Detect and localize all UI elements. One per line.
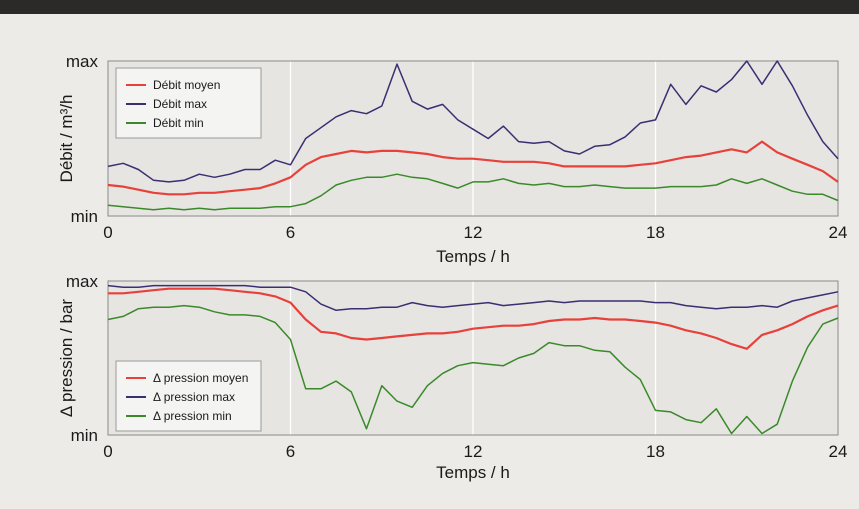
legend-label: Δ pression max <box>153 390 235 404</box>
x-axis-label: Temps / h <box>436 247 510 266</box>
x-tick-label: 24 <box>829 442 848 461</box>
series-line-1-0 <box>108 287 839 350</box>
y-axis-label: Débit / m³/h <box>57 95 76 183</box>
legend-label: Débit max <box>153 97 207 111</box>
x-tick-label: 0 <box>103 223 112 242</box>
plot-frame-1 <box>107 280 839 436</box>
series-line-0-0 <box>107 140 839 196</box>
legend-label: Δ pression moyen <box>153 371 248 385</box>
series-line-1-1 <box>107 284 839 312</box>
series-line-0-2 <box>107 173 839 211</box>
y-tick-label-min: min <box>71 426 98 445</box>
x-tick-label: 18 <box>646 223 665 242</box>
series-line-1-2 <box>107 304 839 435</box>
x-tick-label: 18 <box>646 442 665 461</box>
y-tick-label-max: max <box>66 52 99 71</box>
x-axis-label: Temps / h <box>436 463 510 482</box>
legend-label: Débit moyen <box>153 78 220 92</box>
series-line-0-1 <box>107 60 839 183</box>
x-tick-label: 6 <box>286 442 295 461</box>
y-tick-label-min: min <box>71 207 98 226</box>
legend-label: Δ pression min <box>153 409 232 423</box>
x-tick-label: 12 <box>464 442 483 461</box>
y-tick-label-max: max <box>66 272 99 291</box>
plot-frame-0 <box>107 60 839 217</box>
x-tick-label: 0 <box>103 442 112 461</box>
x-tick-label: 6 <box>286 223 295 242</box>
y-axis-label: Δ pression / bar <box>57 299 76 417</box>
x-tick-label: 24 <box>829 223 848 242</box>
top-border <box>0 0 859 14</box>
x-tick-label: 12 <box>464 223 483 242</box>
legend-label: Débit min <box>153 116 204 130</box>
